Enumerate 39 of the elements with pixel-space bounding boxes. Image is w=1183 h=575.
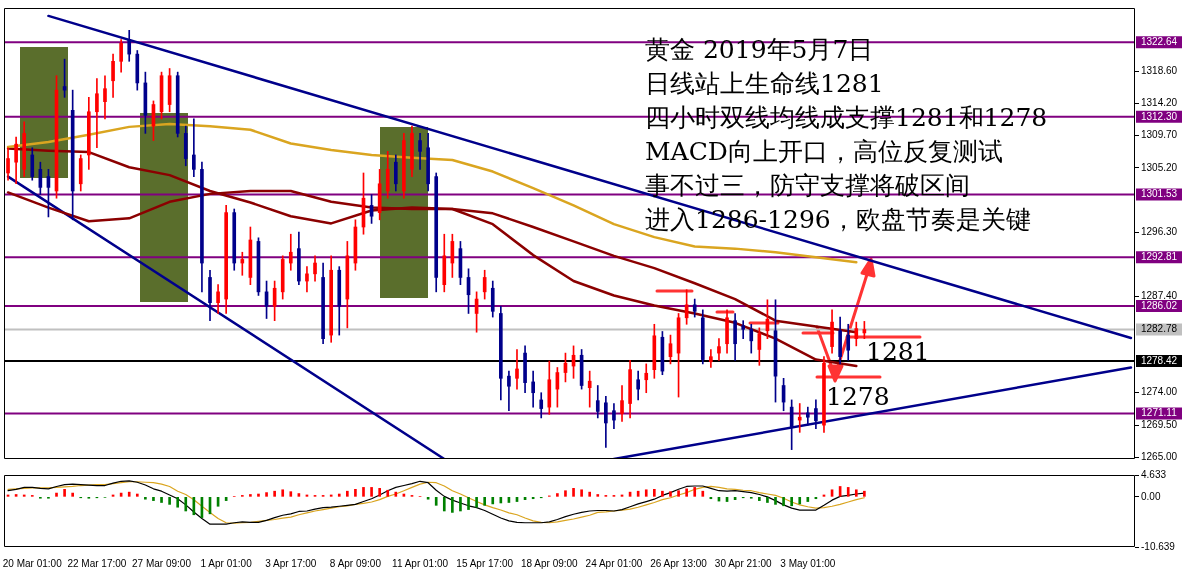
x-tick-label: 11 Apr 01:00	[392, 557, 449, 569]
x-tick-label: 22 Mar 17:00	[67, 557, 127, 569]
ref-line-label: 1282.78	[1140, 323, 1178, 335]
x-tick-label: 26 Apr 13:00	[650, 557, 708, 569]
y-tick-label: 1296.30	[1141, 225, 1178, 237]
ref-line-label: 1286.02	[1140, 299, 1178, 311]
annotation: 日线站上生命线1281	[645, 68, 885, 100]
annotation: 事不过三，防守支撑将破区间	[645, 170, 971, 202]
annotation: 1278	[826, 382, 890, 411]
ref-line-label: 1292.81	[1140, 250, 1178, 262]
x-tick-label: 24 Apr 01:00	[585, 557, 643, 569]
y-tick-label: 1314.20	[1141, 96, 1178, 108]
y-tick-label: 1265.00	[1141, 451, 1178, 463]
x-tick-label: 20 Mar 01:00	[2, 557, 63, 569]
y-tick-label: 1274.00	[1141, 386, 1178, 398]
ref-line-label: 1271.11	[1141, 407, 1178, 419]
ref-line-label: 1322.64	[1140, 36, 1178, 48]
y-tick-label: 4.633	[1141, 468, 1167, 480]
annotation: 1281	[866, 337, 930, 366]
x-tick-label: 3 May 01:00	[780, 557, 836, 569]
y-tick-label: -10.639	[1141, 540, 1176, 552]
y-tick-label: 1287.40	[1141, 289, 1178, 301]
annotation: MACD向上开口，高位反复测试	[645, 136, 1004, 168]
y-tick-label: 1269.50	[1141, 418, 1178, 430]
y-tick-label: 0.00	[1141, 490, 1161, 502]
x-tick-label: 18 Apr 09:00	[520, 557, 579, 569]
x-tick-label: 3 Apr 17:00	[265, 557, 317, 569]
x-tick-label: 1 Apr 01:00	[200, 557, 253, 569]
x-tick-label: 8 Apr 09:00	[329, 557, 382, 569]
y-tick-label: 1318.60	[1141, 65, 1178, 77]
y-tick-label: 1305.20	[1141, 161, 1178, 173]
x-tick-label: 30 Apr 21:00	[714, 557, 772, 569]
x-tick-label: 15 Apr 17:00	[456, 557, 514, 569]
ref-line-label: 1312.30	[1140, 110, 1178, 122]
x-tick-label: 27 Mar 09:00	[132, 557, 192, 569]
ref-line-label: 1278.42	[1140, 354, 1178, 366]
ref-line-label: 1301.53	[1140, 188, 1178, 200]
annotation: 黄金 2019年5月7日	[645, 34, 875, 66]
y-tick-label: 1309.70	[1141, 129, 1178, 141]
